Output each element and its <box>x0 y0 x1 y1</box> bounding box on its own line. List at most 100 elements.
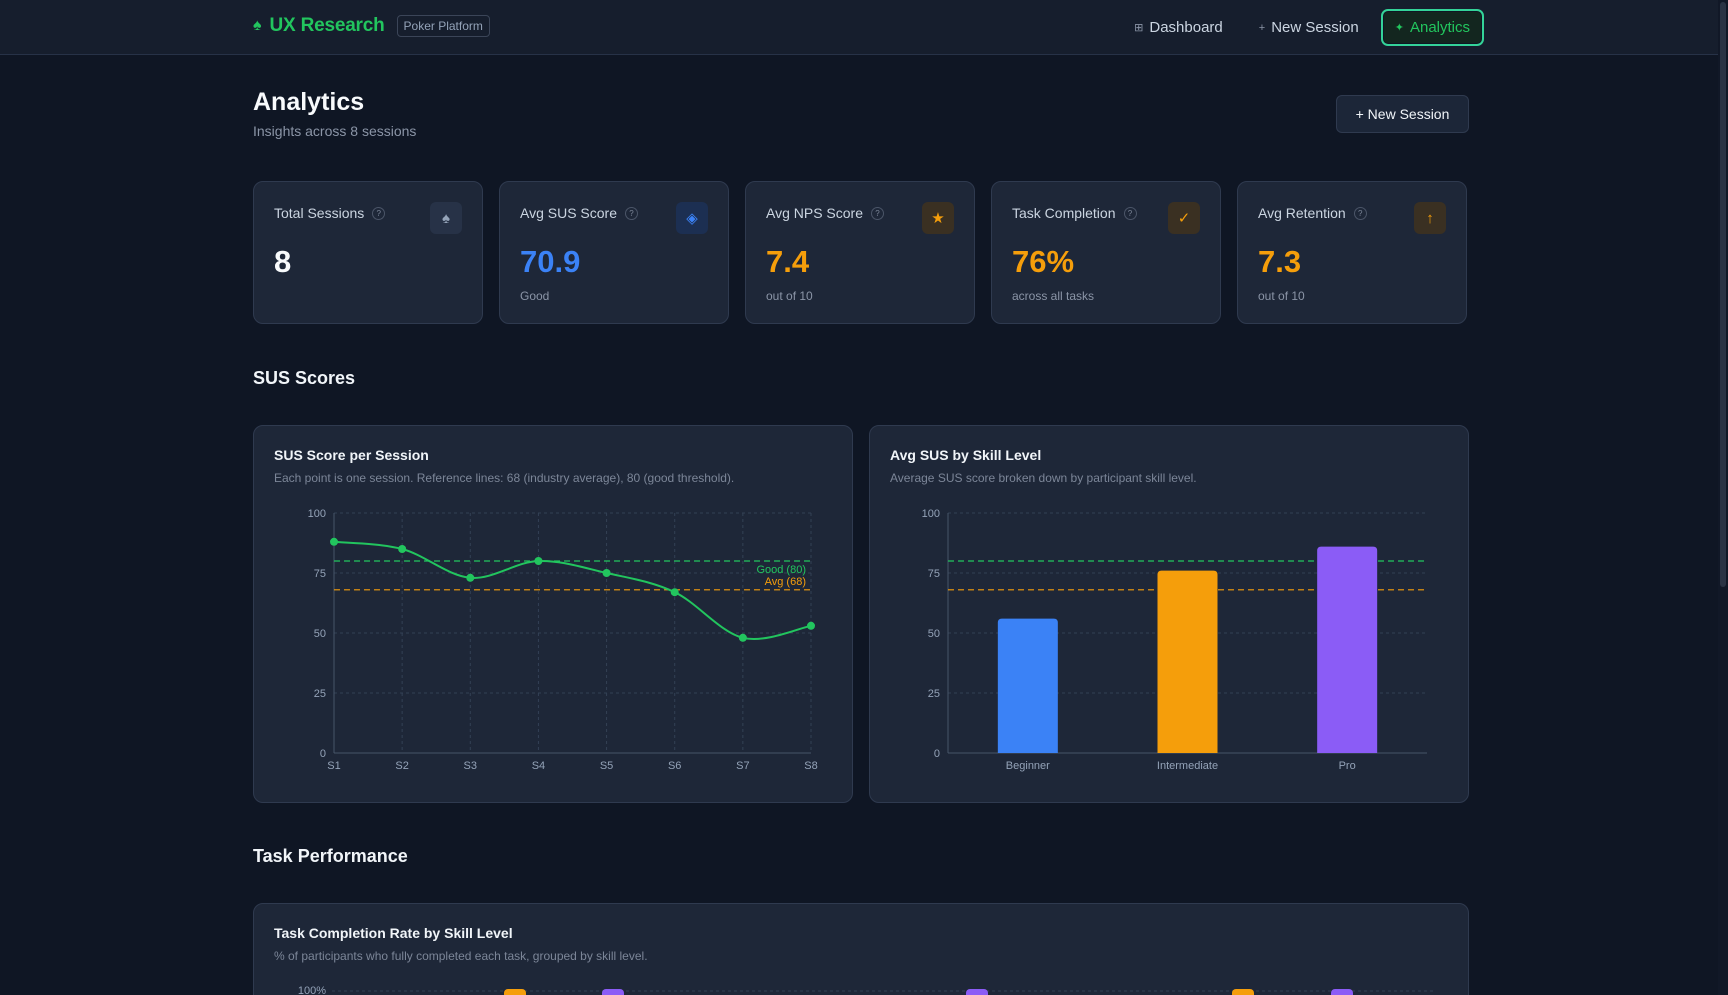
nav-dashboard[interactable]: ⊞ Dashboard <box>1120 9 1237 46</box>
nav-analytics-label: Analytics <box>1409 19 1470 36</box>
x-tick-label: S4 <box>532 760 545 772</box>
y-tick-label: 50 <box>928 628 940 640</box>
spade-icon: ♠ <box>430 202 462 234</box>
help-icon[interactable]: ? <box>372 206 386 220</box>
x-tick-label: S1 <box>327 760 340 772</box>
stat-note: across all tasks <box>1012 289 1095 303</box>
sus-series-line <box>333 540 812 640</box>
main-nav: ⊞ Dashboard + New Session ✦ Analytics <box>1120 9 1484 46</box>
data-point <box>807 621 815 630</box>
y-tick-label: 25 <box>314 688 326 700</box>
x-tick-label: S3 <box>464 760 477 772</box>
y-tick-label: 100% <box>298 985 326 995</box>
sparkle-icon: ✦ <box>1394 22 1404 34</box>
new-session-button[interactable]: + New Session <box>1336 95 1469 133</box>
brand-tag: Poker Platform <box>396 15 490 37</box>
bar-pro <box>1317 546 1378 753</box>
data-point <box>602 569 611 577</box>
stat-card-avg-sus: Avg SUS Score? ◈ 70.9 Good <box>499 181 729 324</box>
scrollbar-thumb[interactable] <box>1720 2 1726 587</box>
brand[interactable]: ♠ UX Research Poker Platform <box>253 15 490 37</box>
plus-icon: + <box>1258 21 1266 34</box>
x-tick-label: S7 <box>736 760 749 772</box>
x-tick-label: S6 <box>668 760 681 772</box>
diamond-icon: ◈ <box>676 202 708 234</box>
stat-value: 70.9 <box>520 244 581 279</box>
top-navbar: ♠ UX Research Poker Platform ⊞ Dashboard… <box>0 0 1718 55</box>
stat-value: 76% <box>1012 244 1075 279</box>
help-icon[interactable]: ? <box>871 206 885 220</box>
data-point <box>398 545 407 553</box>
y-tick-label: 0 <box>934 748 940 760</box>
stat-value: 7.4 <box>766 244 810 279</box>
stat-card-avg-nps: Avg NPS Score? ★ 7.4 out of 10 <box>745 181 975 324</box>
help-icon[interactable]: ? <box>1353 206 1367 220</box>
page-scrollbar[interactable] <box>1718 0 1728 995</box>
chart-title: SUS Score per Session <box>274 447 429 463</box>
stat-label: Total Sessions <box>274 205 365 221</box>
star-icon: ★ <box>922 202 954 234</box>
section-title-task: Task Performance <box>253 846 408 866</box>
task-completion-chart: 100% <box>298 985 1434 995</box>
bar-beginner <box>997 618 1058 753</box>
y-tick-label: 0 <box>320 748 326 760</box>
section-title-sus: SUS Scores <box>253 368 356 388</box>
chart-description: Each point is one session. Reference lin… <box>274 471 735 485</box>
y-tick-label: 100 <box>922 508 940 520</box>
x-tick-label: S5 <box>600 760 613 772</box>
stat-label: Avg SUS Score <box>520 205 618 221</box>
bar-pro <box>1331 989 1353 995</box>
x-tick-label: S8 <box>804 760 817 772</box>
data-point <box>738 633 747 642</box>
stat-note: Good <box>520 289 550 303</box>
help-icon[interactable]: ? <box>625 206 639 220</box>
sus-bar-chart-card: Avg SUS by Skill Level Average SUS score… <box>869 425 1469 803</box>
nav-dashboard-label: Dashboard <box>1149 19 1223 36</box>
y-tick-label: 25 <box>928 688 940 700</box>
data-point <box>466 573 475 582</box>
chart-description: % of participants who fully completed ea… <box>274 949 648 963</box>
page-title: Analytics <box>253 88 365 116</box>
chart-description: Average SUS score broken down by partici… <box>890 471 1197 485</box>
sus-line-chart-card: SUS Score per Session Each point is one … <box>253 425 853 803</box>
page-subtitle: Insights across 8 sessions <box>253 123 417 139</box>
data-point <box>670 588 679 597</box>
nav-new-session-label: New Session <box>1271 19 1359 36</box>
help-icon[interactable]: ? <box>1123 206 1137 220</box>
x-tick-label: Intermediate <box>1157 760 1218 772</box>
stat-card-total-sessions: Total Sessions? ♠ 8 <box>253 181 483 324</box>
stat-label: Avg NPS Score <box>766 205 864 221</box>
stat-label: Task Completion <box>1012 205 1116 221</box>
stat-note: out of 10 <box>766 289 813 303</box>
reference-line-label: Avg (68) <box>765 576 806 588</box>
check-icon: ✓ <box>1168 202 1200 234</box>
y-tick-label: 75 <box>314 568 326 580</box>
x-tick-label: S2 <box>395 760 408 772</box>
stat-note: out of 10 <box>1258 289 1305 303</box>
chart-title: Avg SUS by Skill Level <box>890 447 1042 463</box>
nav-analytics[interactable]: ✦ Analytics <box>1380 9 1484 46</box>
reference-line-label: Good (80) <box>756 564 806 576</box>
grid-icon: ⊞ <box>1134 22 1144 34</box>
stat-cards: Total Sessions? ♠ 8 Avg SUS Score? ◈ 70.… <box>253 181 1467 324</box>
bar-intermediate <box>1232 989 1254 995</box>
chart-title: Task Completion Rate by Skill Level <box>274 925 513 941</box>
brand-name: UX Research <box>269 15 385 36</box>
y-tick-label: 75 <box>928 568 940 580</box>
stat-value: 8 <box>274 244 292 279</box>
bar-intermediate <box>1157 570 1218 753</box>
stat-card-avg-retention: Avg Retention? ↑ 7.3 out of 10 <box>1237 181 1467 324</box>
spade-icon: ♠ <box>253 17 262 34</box>
x-tick-label: Pro <box>1339 760 1356 772</box>
x-tick-label: Beginner <box>1006 760 1050 772</box>
y-tick-label: 50 <box>314 628 326 640</box>
arrow-up-icon: ↑ <box>1414 202 1446 234</box>
stat-card-task-completion: Task Completion? ✓ 76% across all tasks <box>991 181 1221 324</box>
bar-pro <box>966 989 988 995</box>
data-point <box>534 557 543 565</box>
data-point <box>330 537 338 546</box>
sus-bar-chart: 0 25 50 75 100 Beginner Intermediate Pro <box>922 508 1427 772</box>
y-tick-label: 100 <box>308 508 326 520</box>
task-completion-chart-card: Task Completion Rate by Skill Level % of… <box>253 903 1469 995</box>
nav-new-session[interactable]: + New Session <box>1245 9 1373 46</box>
